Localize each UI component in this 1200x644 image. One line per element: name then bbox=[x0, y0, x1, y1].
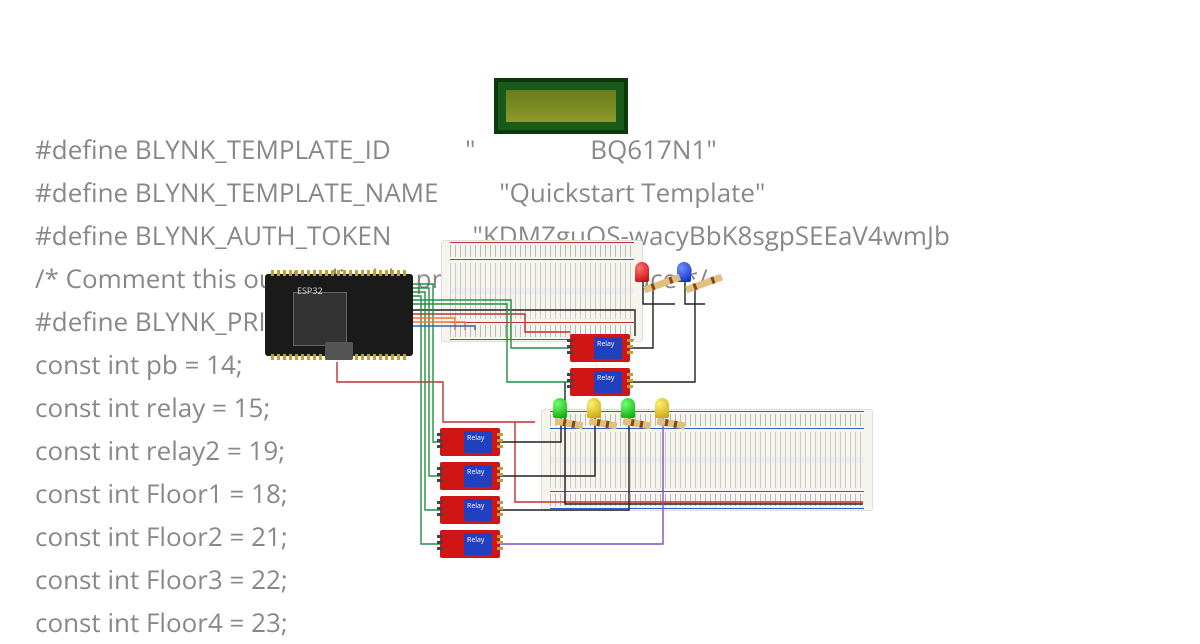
code-line: const int pb = 14; bbox=[35, 346, 243, 382]
relay-module-1: Relay bbox=[570, 334, 630, 362]
code-fragment: BQ617N1" bbox=[590, 131, 716, 167]
led-green-2 bbox=[621, 398, 635, 418]
code-line: const int Floor1 = 18; bbox=[35, 475, 288, 511]
led-yellow-2 bbox=[655, 398, 669, 418]
led-green-1 bbox=[553, 398, 567, 418]
relay-module-2: Relay bbox=[570, 368, 630, 396]
code-line: #define BLYNK_TEMPLATE_NAME "Quickstart … bbox=[35, 174, 765, 210]
code-line: #define BLYNK_TEMPLATE_ID " bbox=[35, 131, 475, 167]
relay-module-4: Relay bbox=[440, 462, 500, 490]
breadboard-top bbox=[441, 240, 643, 342]
led-yellow-1 bbox=[587, 398, 601, 418]
relay-module-6: Relay bbox=[440, 530, 500, 558]
lcd-screen bbox=[506, 90, 616, 122]
relay-module-5: Relay bbox=[440, 496, 500, 524]
led-red bbox=[635, 262, 649, 282]
code-line: const int Floor4 = 23; bbox=[35, 604, 288, 640]
code-line: const int relay = 15; bbox=[35, 389, 270, 425]
relay-module-3: Relay bbox=[440, 428, 500, 456]
lcd-display bbox=[494, 78, 628, 134]
code-line: const int relay2 = 19; bbox=[35, 432, 285, 468]
circuit-diagram: ESP32 Relay bbox=[265, 242, 875, 592]
code-line: const int Floor2 = 21; bbox=[35, 518, 288, 554]
esp32-label: ESP32 bbox=[297, 284, 323, 297]
code-line: const int Floor3 = 22; bbox=[35, 561, 288, 597]
esp32-board: ESP32 bbox=[265, 274, 413, 356]
